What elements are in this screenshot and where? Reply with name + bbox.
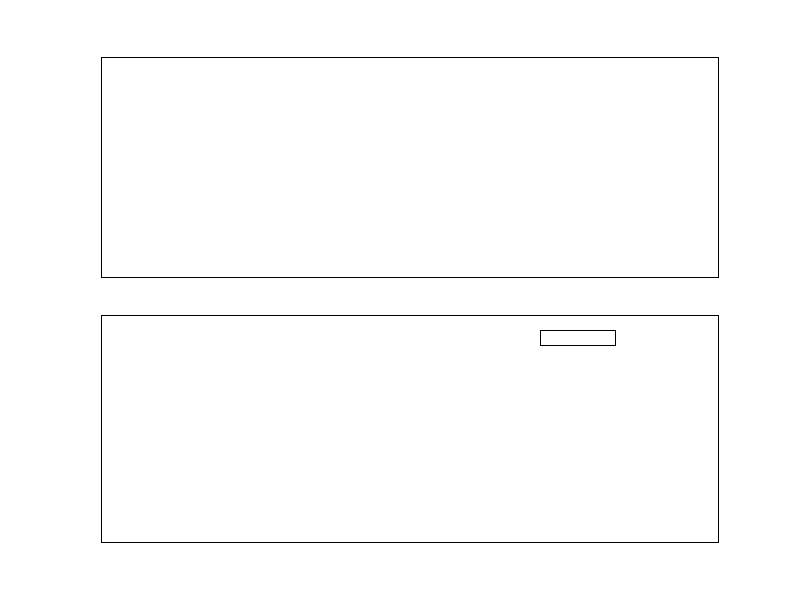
mag-limit-line-icon [551, 337, 589, 339]
top-histogram-axes [101, 57, 719, 278]
legend-box [540, 330, 616, 346]
bottom-cumulative-axes [101, 315, 719, 543]
bottom-cumulative-plot [102, 316, 718, 542]
top-histogram-plot [102, 58, 718, 277]
